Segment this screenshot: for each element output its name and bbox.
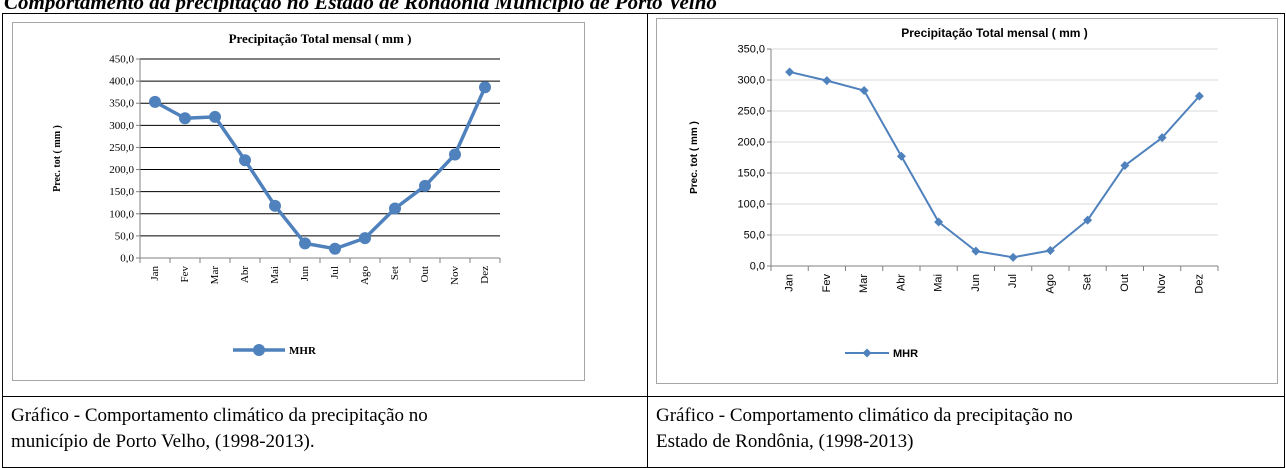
legend-marker: [862, 348, 872, 358]
data-point: [1045, 246, 1055, 255]
data-point: [299, 237, 311, 250]
x-tick-label: Jun: [299, 266, 311, 282]
data-point: [419, 179, 431, 192]
y-tick-label: 100,0: [109, 208, 134, 220]
y-tick-label: 50,0: [744, 230, 765, 242]
x-tick-label: Ago: [359, 266, 371, 285]
data-point: [934, 217, 944, 227]
y-axis-label: Prec. tot ( mm ): [52, 125, 63, 192]
y-tick-label: 350,0: [109, 98, 134, 110]
data-point: [209, 110, 221, 123]
data-point: [1120, 161, 1130, 171]
caption-rondonia: Gráfico - Comportamento climático da pre…: [648, 397, 1284, 455]
data-point: [1083, 215, 1093, 225]
caption-line: município de Porto Velho, (1998-2013).: [11, 431, 315, 452]
y-tick-label: 50,0: [115, 230, 135, 242]
data-point: [785, 67, 795, 77]
chart-title: Precipitação Total mensal ( mm ): [229, 31, 412, 46]
x-tick-label: Abr: [895, 274, 907, 291]
y-tick-label: 0,0: [750, 261, 765, 273]
x-tick-label: Mai: [933, 274, 945, 292]
data-point: [859, 86, 869, 96]
y-tick-label: 300,0: [737, 75, 765, 87]
y-tick-label: 450,0: [109, 54, 134, 66]
y-tick-label: 100,0: [737, 199, 765, 211]
y-tick-label: 350,0: [737, 44, 765, 56]
x-tick-label: Out: [1119, 274, 1131, 292]
series-line-mhr: [789, 70, 1201, 259]
layout-table: Precipitação Total mensal ( mm ) 0,0 50,0 1…: [2, 13, 1285, 468]
data-point: [1157, 133, 1167, 143]
y-tick-label: 250,0: [737, 106, 765, 118]
data-point: [1008, 252, 1018, 262]
x-tick-label: Set: [1082, 274, 1094, 291]
y-tick-label: 0,0: [120, 253, 134, 265]
precipitation-chart-rondonia: Precipitação Total mensal ( mm ) 0,0 50,0 1…: [689, 26, 1219, 360]
x-tick-label: Jan: [149, 266, 161, 281]
series-line-mhr: [154, 86, 487, 251]
caption-line: Estado de Rondônia, (1998-2013): [656, 431, 914, 452]
data-point: [329, 242, 341, 255]
x-tick-label: Dez: [479, 266, 491, 284]
data-point: [449, 148, 461, 161]
caption-porto-velho: Gráfico - Comportamento climático da pre…: [3, 397, 647, 455]
y-tick-label: 200,0: [109, 164, 134, 176]
data-point: [359, 232, 371, 245]
legend-label-mhr: MHR: [289, 345, 317, 357]
x-tick-label: Out: [419, 266, 431, 283]
x-tick-label: Jan: [784, 274, 796, 292]
x-tick-label: Nov: [1156, 274, 1168, 294]
y-tick-label: 150,0: [109, 186, 134, 198]
data-point: [971, 246, 981, 256]
chart-title: Precipitação Total mensal ( mm ): [901, 26, 1088, 40]
precipitation-chart-porto-velho: Precipitação Total mensal ( mm ) 0,0 50,0 1…: [52, 31, 501, 357]
x-tick-label: Mar: [209, 266, 221, 285]
data-point: [239, 154, 251, 167]
caption-line: Gráfico - Comportamento climático da pre…: [656, 405, 1073, 426]
data-point: [479, 81, 491, 94]
data-point: [269, 199, 281, 212]
chart-frame-porto-velho: Precipitação Total mensal ( mm ) 0,0 50,0 1…: [12, 22, 585, 381]
x-tick-label: Abr: [239, 266, 251, 283]
y-tick-label: 200,0: [737, 137, 765, 149]
data-point: [389, 202, 401, 215]
data-point: [822, 76, 832, 86]
page-heading: Comportamento da precipitação no Estado …: [4, 0, 717, 12]
x-tick-label: Mar: [858, 274, 870, 293]
x-tick-label: Set: [389, 266, 401, 280]
caption-cell-rondonia: Gráfico - Comportamento climático da pre…: [647, 396, 1285, 468]
y-tick-label: 150,0: [737, 168, 765, 180]
chart-frame-rondonia: Precipitação Total mensal ( mm ) 0,0 50,0 1…: [656, 18, 1278, 384]
x-tick-label: Fev: [179, 266, 191, 283]
chart-cell-rondonia: Precipitação Total mensal ( mm ) 0,0 50,0 1…: [647, 13, 1285, 397]
y-tick-label: 250,0: [109, 142, 134, 154]
x-tick-label: Ago: [1044, 274, 1056, 294]
x-tick-label: Jun: [970, 274, 982, 292]
x-tick-label: Jul: [1007, 274, 1019, 288]
x-tick-label: Jul: [329, 266, 341, 279]
chart-cell-porto-velho: Precipitação Total mensal ( mm ) 0,0 50,0 1…: [2, 13, 648, 397]
x-tick-label: Mai: [269, 266, 281, 284]
y-tick-label: 300,0: [109, 120, 134, 132]
x-tick-label: Nov: [449, 266, 461, 285]
x-tick-label: Dez: [1193, 274, 1205, 294]
y-axis-label: Prec. tot ( mm ): [689, 121, 700, 194]
legend-label-mhr: MHR: [893, 348, 918, 360]
caption-line: Gráfico - Comportamento climático da pre…: [11, 405, 428, 426]
legend-marker: [253, 344, 265, 356]
data-point: [179, 112, 191, 125]
caption-cell-porto-velho: Gráfico - Comportamento climático da pre…: [2, 396, 648, 468]
data-point: [1194, 91, 1204, 101]
data-point: [149, 95, 161, 108]
x-tick-label: Fev: [821, 274, 833, 293]
data-point: [896, 151, 906, 161]
y-tick-label: 400,0: [109, 76, 134, 88]
